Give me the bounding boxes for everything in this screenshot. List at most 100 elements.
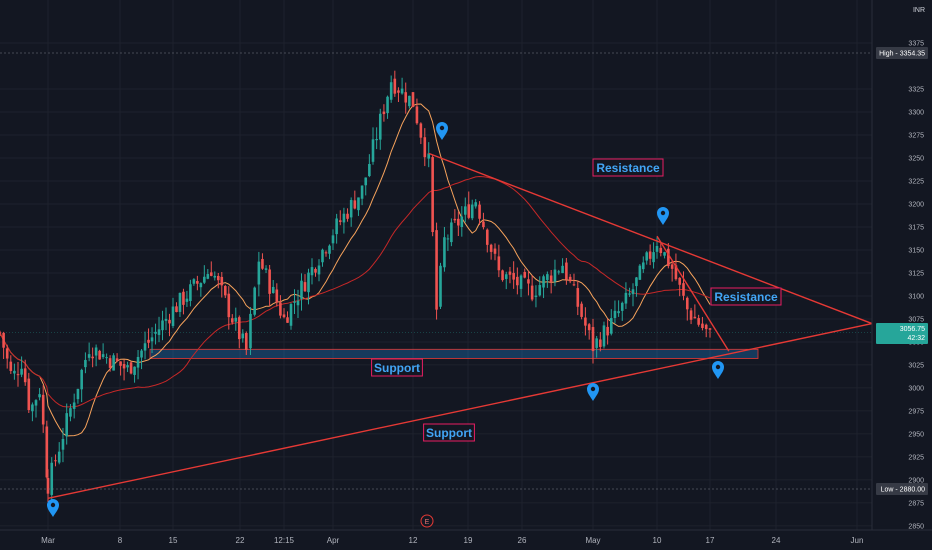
pin-shape: [712, 361, 724, 379]
candle-body: [101, 354, 105, 358]
candle-body: [457, 218, 460, 226]
candle-body: [565, 262, 568, 280]
annotation-label: Support: [371, 358, 423, 377]
price-axis[interactable]: [872, 0, 932, 530]
candle-body: [561, 265, 564, 274]
earnings-event-marker[interactable]: [420, 514, 434, 528]
high-price-tag: High - 3354.35: [876, 47, 928, 59]
candle-body: [261, 258, 264, 269]
candle-body: [34, 400, 38, 406]
annotation-label: Resistance: [592, 158, 664, 177]
candle-body: [606, 326, 609, 336]
pin-shape: [436, 122, 448, 140]
candles[interactable]: [0, 70, 712, 502]
candle-body: [157, 329, 161, 335]
annotations[interactable]: Resistance Resistance Support Support: [371, 158, 782, 442]
y-tick-label: 2900: [908, 477, 924, 484]
candle-body: [568, 276, 572, 282]
candle-body: [419, 123, 423, 138]
candle-body: [708, 328, 712, 330]
y-tick-label: 3325: [908, 86, 924, 93]
location-pin-icon: [47, 499, 59, 517]
candle-body: [628, 293, 631, 295]
candle-body: [602, 325, 606, 347]
candle-body: [453, 218, 457, 221]
candle-body: [321, 249, 324, 263]
candle-body: [435, 230, 438, 310]
candle-body: [45, 426, 49, 478]
candle-body: [185, 298, 189, 302]
candle-body: [467, 204, 471, 218]
candle-body: [342, 213, 346, 223]
pin-hole: [590, 386, 596, 392]
candle-body: [126, 365, 129, 368]
candle-body: [523, 271, 527, 278]
candle-body: [553, 269, 557, 282]
y-tick-label: 3300: [908, 109, 924, 116]
candle-body: [393, 78, 397, 94]
candle-body: [76, 388, 80, 400]
candle-body: [296, 300, 300, 306]
trendlines[interactable]: [47, 152, 873, 499]
candle-body: [682, 283, 685, 296]
candle-body: [364, 177, 368, 186]
candle-body: [338, 220, 342, 222]
candle-body: [439, 265, 442, 307]
y-tick-label: 3025: [908, 362, 924, 369]
y-tick-label: 3150: [908, 247, 924, 254]
moving-average-fast: [0, 103, 711, 437]
pin-markers[interactable]: [47, 122, 724, 517]
candle-body: [161, 320, 164, 331]
trendline-lower: [47, 322, 873, 499]
candle-body: [310, 267, 314, 276]
candle-body: [546, 274, 549, 280]
y-tick-label: 2975: [908, 408, 924, 415]
candle-body: [652, 252, 655, 263]
candle-body: [154, 331, 157, 334]
candle-body: [659, 247, 663, 254]
annotation-text: Resistance: [596, 161, 660, 175]
candle-body: [631, 289, 635, 295]
candle-body: [587, 324, 591, 331]
candle-body: [38, 394, 41, 398]
candle-body: [203, 276, 206, 283]
y-tick-label: 3125: [908, 270, 924, 277]
candle-body: [80, 369, 83, 390]
annotation-box: [592, 158, 664, 177]
candle-body: [253, 287, 256, 315]
candle-body: [501, 270, 504, 281]
candle-body: [519, 275, 523, 289]
candle-body: [485, 229, 489, 245]
candle-body: [389, 82, 393, 100]
x-tick-label: 8: [118, 536, 123, 545]
candle-body: [353, 200, 357, 209]
candle-body: [386, 96, 389, 114]
candle-body: [57, 451, 61, 463]
candle-body: [293, 301, 296, 303]
low-price-tag-text: Low - 2880.00: [881, 487, 925, 494]
candle-body: [69, 408, 72, 417]
candle-body: [357, 197, 360, 211]
support-zone: [0, 332, 872, 359]
candle-body: [20, 368, 23, 375]
annotation-box: [423, 423, 475, 442]
candle-body: [94, 347, 98, 356]
candle-body: [450, 222, 453, 243]
candle-body: [105, 357, 108, 359]
y-tick-label: 2950: [908, 431, 924, 438]
pin-shape: [47, 499, 59, 517]
location-pin-icon: [657, 207, 669, 225]
candle-body: [72, 402, 76, 409]
x-tick-label: 24: [772, 536, 781, 545]
candle-body: [331, 235, 335, 244]
candle-body: [65, 413, 69, 437]
candle-body: [580, 303, 583, 317]
candle-body: [140, 350, 143, 358]
candle-body: [508, 271, 512, 275]
candle-body: [635, 277, 638, 287]
candle-body: [61, 438, 65, 450]
candle-body: [648, 251, 652, 259]
candle-body: [175, 306, 178, 313]
candle-body: [620, 302, 624, 311]
